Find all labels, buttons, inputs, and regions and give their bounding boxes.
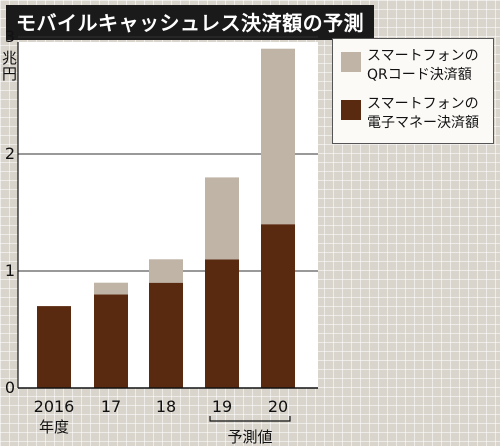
legend-swatch-qr — [341, 52, 361, 72]
bar-qr-19 — [205, 177, 239, 260]
y-tick-label-0: 0 — [5, 378, 15, 397]
bar-emoney-20 — [261, 224, 295, 388]
legend-item-qr: スマートフォンのQRコード決済額 — [341, 47, 487, 85]
bar-qr-18 — [149, 259, 183, 283]
y-tick-label-1: 1 — [5, 261, 15, 280]
bar-emoney-18 — [149, 282, 183, 388]
y-tick-label-2: 2 — [5, 144, 15, 163]
bar-qr-17 — [94, 282, 128, 295]
bar-emoney-19 — [205, 259, 239, 388]
legend-swatch-emoney — [341, 100, 361, 120]
x-tick-label-2016: 2016 — [34, 397, 75, 416]
legend: スマートフォンのQRコード決済額 スマートフォンの電子マネー決済額 — [332, 38, 494, 144]
y-tick-label-3: 3 — [5, 27, 15, 46]
chart-title: モバイルキャッシュレス決済額の予測 — [6, 5, 375, 40]
legend-item-emoney: スマートフォンの電子マネー決済額 — [341, 95, 487, 133]
y-axis-unit: 兆円 — [2, 49, 18, 83]
forecast-label: 予測値 — [227, 428, 272, 446]
legend-label-qr: スマートフォンのQRコード決済額 — [367, 48, 479, 83]
x-tick-label-20: 20 — [268, 397, 288, 416]
legend-label-emoney: スマートフォンの電子マネー決済額 — [367, 96, 479, 131]
bar-emoney-17 — [94, 294, 128, 388]
bar-qr-20 — [261, 48, 295, 225]
bar-emoney-2016 — [37, 306, 71, 388]
x-axis-unit-label: 年度 — [39, 418, 69, 436]
forecast-bracket — [209, 416, 291, 422]
x-tick-label-17: 17 — [101, 397, 121, 416]
x-tick-label-18: 18 — [156, 397, 176, 416]
x-tick-label-19: 19 — [212, 397, 232, 416]
